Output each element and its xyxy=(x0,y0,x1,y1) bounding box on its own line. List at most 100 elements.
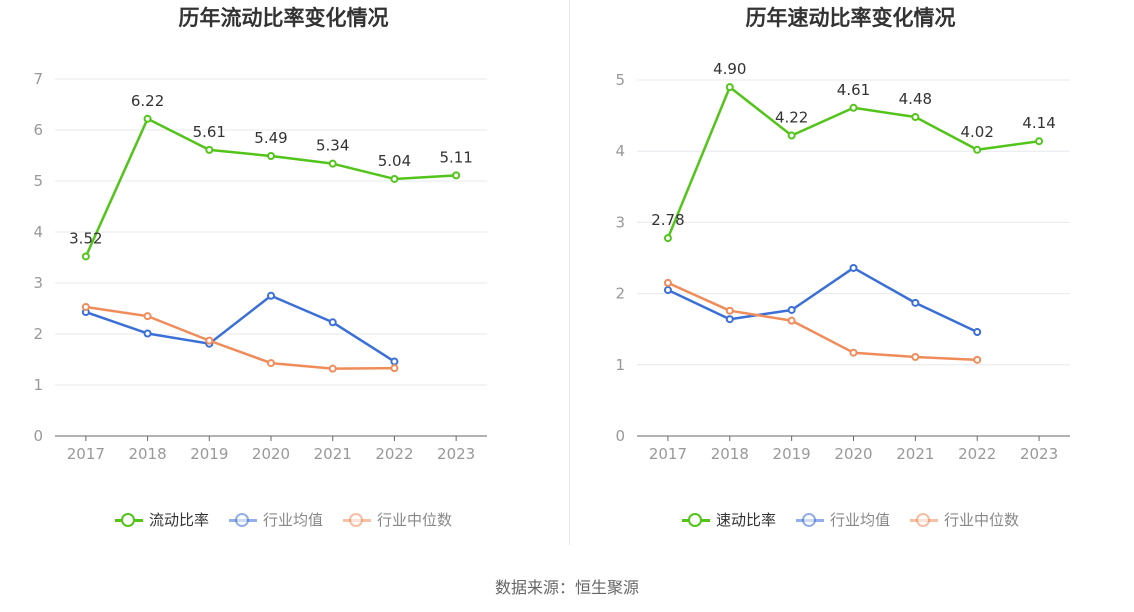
data-point xyxy=(663,278,672,287)
data-label: 4.61 xyxy=(837,81,870,99)
data-point xyxy=(205,336,214,345)
chart-title: 历年流动比率变化情况 xyxy=(178,6,389,30)
x-tick-label: 2021 xyxy=(314,445,352,463)
legend-label: 行业中位数 xyxy=(944,511,1020,529)
data-point xyxy=(973,355,982,364)
data-point xyxy=(81,302,90,311)
chart-title: 历年速动比率变化情况 xyxy=(745,6,956,30)
y-tick-label: 1 xyxy=(615,356,625,374)
y-tick-label: 1 xyxy=(33,376,43,394)
legend-item[interactable]: 行业均值 xyxy=(795,509,890,530)
data-point xyxy=(205,145,214,154)
data-point xyxy=(849,348,858,357)
data-point xyxy=(390,364,399,373)
legend-swatch-icon xyxy=(114,512,143,527)
data-point xyxy=(725,306,734,315)
data-point xyxy=(452,171,461,180)
data-label: 2.78 xyxy=(651,211,684,229)
legend-swatch-icon xyxy=(228,512,257,527)
data-point xyxy=(911,298,920,307)
x-tick-label: 2017 xyxy=(649,445,687,463)
legend-swatch-icon xyxy=(910,512,938,527)
y-tick-label: 2 xyxy=(33,325,43,343)
y-tick-label: 7 xyxy=(33,70,43,88)
data-label: 4.48 xyxy=(899,90,932,108)
y-tick-label: 5 xyxy=(33,172,43,190)
quick-ratio-chart: 历年速动比率变化情况 0 1 2 3 4 5 2017 2018 2019 2020 2021 202… xyxy=(567,0,1134,560)
data-source-note: 数据来源：恒生聚源 xyxy=(494,578,639,597)
legend-label: 行业均值 xyxy=(262,511,323,529)
legend-item[interactable]: 流动比率 xyxy=(114,509,209,530)
y-tick-label: 4 xyxy=(615,142,625,160)
y-tick-label: 6 xyxy=(33,121,43,139)
data-label: 5.49 xyxy=(254,129,287,147)
data-label: 6.22 xyxy=(131,92,164,110)
legend-swatch-icon xyxy=(681,512,710,527)
x-tick-label: 2022 xyxy=(958,445,996,463)
data-point xyxy=(267,152,275,161)
data-point xyxy=(143,114,152,123)
y-tick-label: 4 xyxy=(33,223,43,241)
y-tick-label: 3 xyxy=(33,274,43,292)
y-tick-label: 0 xyxy=(615,427,625,445)
x-tick-label: 2023 xyxy=(1020,445,1058,463)
data-point xyxy=(81,252,90,261)
data-point xyxy=(1035,137,1044,146)
data-point xyxy=(390,357,399,366)
data-label: 3.52 xyxy=(69,229,102,247)
y-tick-label: 5 xyxy=(615,71,625,89)
data-point xyxy=(267,291,275,300)
y-tick-label: 2 xyxy=(615,285,625,303)
series-line xyxy=(667,266,978,334)
series-line xyxy=(667,281,978,362)
x-tick-label: 2018 xyxy=(711,445,749,463)
legend-item[interactable]: 行业中位数 xyxy=(343,509,452,530)
data-label: 4.02 xyxy=(961,123,994,141)
data-point xyxy=(328,318,337,327)
data-point xyxy=(328,159,337,168)
data-point xyxy=(787,131,796,140)
data-point xyxy=(725,315,734,324)
chart-legend: 流动比率 行业均值 行业中位数 xyxy=(0,509,567,530)
x-tick-label: 2022 xyxy=(375,445,413,463)
x-tick-label: 2023 xyxy=(437,445,475,463)
series-line xyxy=(85,305,395,370)
x-tick-label: 2019 xyxy=(773,445,811,463)
chart-legend: 速动比率 行业均值 行业中位数 xyxy=(567,509,1134,530)
x-tick-label: 2020 xyxy=(252,445,290,463)
data-point xyxy=(787,305,796,314)
legend-item[interactable]: 速动比率 xyxy=(681,509,776,530)
data-point xyxy=(973,145,982,154)
data-point xyxy=(725,83,734,92)
current-ratio-chart: 历年流动比率变化情况 0 1 2 3 4 5 6 7 2017 2018 2019 2020 2021 2… xyxy=(0,0,567,560)
data-point xyxy=(328,364,337,373)
panel-divider xyxy=(569,0,570,545)
data-label: 4.22 xyxy=(775,109,808,127)
data-label: 5.61 xyxy=(193,123,226,141)
data-point xyxy=(911,113,920,122)
legend-item[interactable]: 行业均值 xyxy=(228,509,323,530)
data-label: 4.14 xyxy=(1022,114,1055,132)
x-tick-label: 2019 xyxy=(190,445,228,463)
legend-item[interactable]: 行业中位数 xyxy=(910,509,1019,530)
legend-label: 行业均值 xyxy=(829,511,890,529)
data-label: 4.90 xyxy=(713,60,746,78)
data-point xyxy=(973,328,982,337)
data-point xyxy=(663,234,672,243)
data-point xyxy=(390,174,399,183)
data-point xyxy=(787,316,796,325)
data-point xyxy=(267,359,275,368)
legend-label: 速动比率 xyxy=(715,511,776,529)
data-point xyxy=(849,103,858,112)
data-label: 5.04 xyxy=(378,152,411,170)
x-tick-label: 2021 xyxy=(896,445,934,463)
current-ratio-plot: 0 1 2 3 4 5 6 7 2017 2018 2019 2020 2021 2022 2023 3.52… xyxy=(33,70,487,463)
quick-ratio-plot: 0 1 2 3 4 5 2017 2018 2019 2020 2021 2022 2023 2.78 4.… xyxy=(615,60,1070,463)
legend-swatch-icon xyxy=(343,512,371,527)
data-point xyxy=(849,263,858,272)
legend-label: 行业中位数 xyxy=(377,511,453,529)
series-line xyxy=(85,294,396,363)
x-tick-label: 2017 xyxy=(67,445,105,463)
data-point xyxy=(663,286,672,295)
legend-swatch-icon xyxy=(795,512,824,527)
